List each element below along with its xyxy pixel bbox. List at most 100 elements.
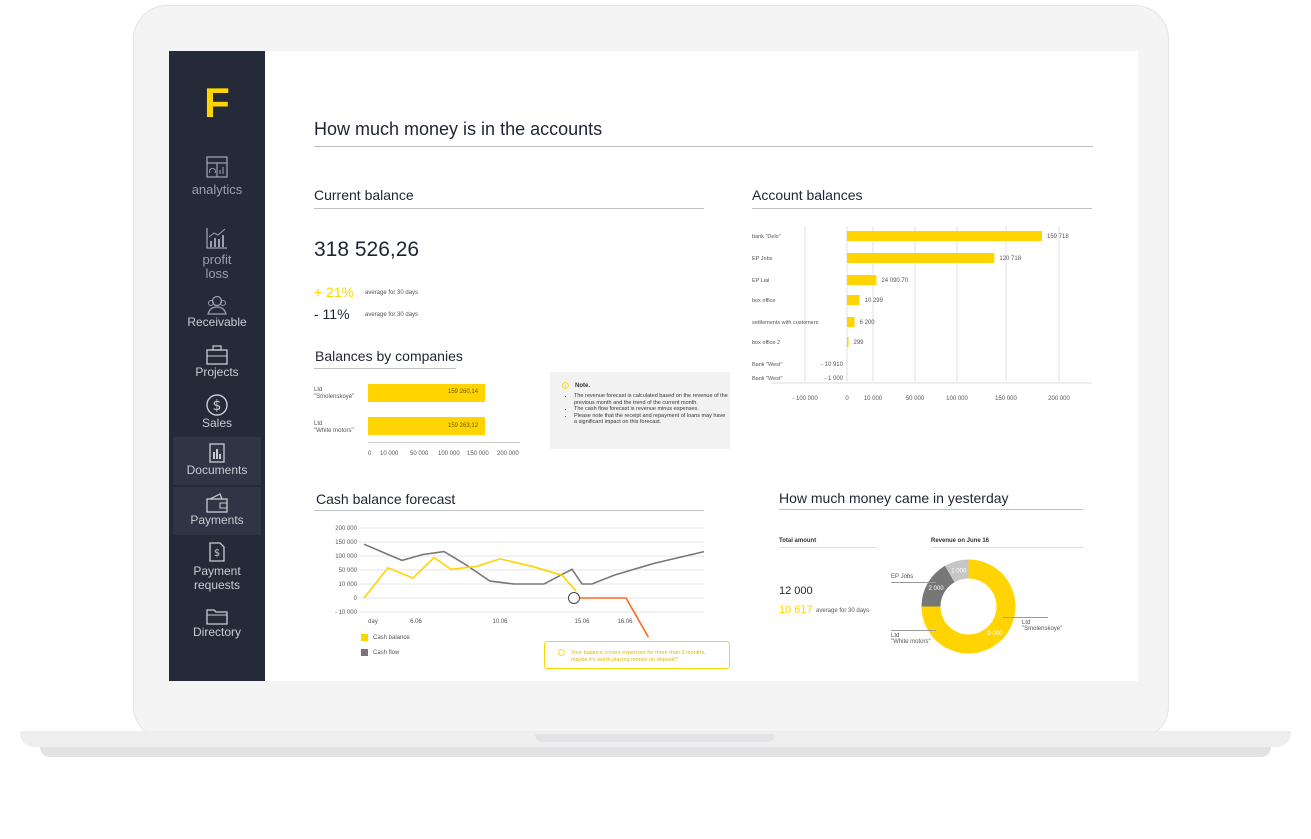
current-balance-value: 318 526,26 bbox=[314, 238, 420, 261]
folder-icon bbox=[206, 609, 228, 625]
deposit-hint[interactable]: Your balance covers expenses for more th… bbox=[544, 641, 730, 669]
donut-label-smolenskoye: Ltd "Smolenskoye" bbox=[1022, 620, 1063, 632]
axis-tick: 0 bbox=[368, 451, 372, 457]
axis-tick: 50 000 bbox=[410, 451, 429, 457]
laptop-notch bbox=[535, 734, 775, 742]
note-box: Note. The revenue forecast is calculated… bbox=[550, 372, 730, 449]
axis-tick: 150 000 bbox=[995, 396, 1017, 402]
current-balance-title: Current balance bbox=[314, 187, 414, 203]
leader-line bbox=[891, 630, 936, 631]
donut-label-white-motors: Ltd "White motors" bbox=[891, 633, 931, 645]
companies-title: Balances by companies bbox=[315, 348, 463, 364]
account-bar bbox=[847, 317, 855, 327]
dollar-icon: $ bbox=[206, 394, 228, 416]
sidebar-item-label: Directory bbox=[192, 625, 241, 639]
axis-tick: 200 000 bbox=[1048, 396, 1070, 402]
axis-tick: 10 000 bbox=[864, 396, 883, 402]
divider bbox=[779, 547, 877, 548]
y-tick: - 10 000 bbox=[335, 610, 358, 616]
sidebar-item-documents[interactable]: Documents bbox=[173, 437, 261, 485]
account-name: Bank "West" bbox=[752, 376, 782, 382]
sidebar-item-sales[interactable]: $ Sales bbox=[173, 394, 261, 430]
note-item: The cash flow forecast is revenue minus … bbox=[574, 406, 729, 413]
balance-up-percent: + 21% bbox=[314, 284, 355, 300]
x-tick: 15.06 bbox=[574, 619, 590, 625]
account-bar-value: 24 090.70 bbox=[881, 278, 908, 284]
account-name: box office bbox=[752, 298, 775, 304]
account-bar-value: - 10 910 bbox=[821, 362, 844, 368]
donut-slice-value: 2 000 bbox=[929, 586, 945, 592]
axis-tick: 150 000 bbox=[467, 451, 489, 457]
cash-balance-line bbox=[363, 556, 577, 599]
forecast-line bbox=[576, 597, 650, 637]
account-balances-title: Account balances bbox=[752, 187, 863, 203]
y-tick: 150 000 bbox=[335, 540, 357, 546]
account-balances-chart: - 100 000 0 10 000 50 000 100 000 150 000 200 … bbox=[752, 226, 1092, 402]
account-bar-value: 6 200 bbox=[860, 320, 876, 326]
account-bar-value: 299 bbox=[854, 340, 865, 346]
sidebar-item-directory[interactable]: Directory bbox=[173, 607, 261, 643]
company-label: Ltd "White motors" bbox=[314, 421, 354, 434]
axis-tick: 100 000 bbox=[438, 451, 460, 457]
y-tick: 100 000 bbox=[335, 554, 357, 560]
invoice-icon: $ bbox=[209, 542, 225, 562]
screen: F analytics profit loss Receivable Proje… bbox=[169, 51, 1138, 681]
x-tick: 16.06 bbox=[617, 619, 633, 625]
y-tick: 10 000 bbox=[339, 582, 358, 588]
donut-slice bbox=[921, 559, 1016, 654]
leader-line bbox=[1003, 617, 1048, 618]
x-tick: 6.06 bbox=[410, 619, 422, 625]
wallet-icon bbox=[206, 493, 228, 513]
revenue-donut-chart: 9 000 2 000 1 000 bbox=[921, 559, 1016, 654]
leader-line bbox=[891, 582, 936, 583]
company-bar[interactable] bbox=[368, 417, 485, 435]
sidebar-item-label: Payment requests bbox=[193, 564, 241, 592]
divider bbox=[931, 547, 1083, 548]
axis-tick: 100 000 bbox=[946, 396, 968, 402]
app-logo[interactable]: F bbox=[204, 79, 230, 126]
company-bar[interactable] bbox=[368, 384, 485, 402]
donut-slice-value: 1 000 bbox=[951, 568, 967, 574]
account-bar bbox=[847, 275, 877, 285]
account-name: EP Jobs bbox=[752, 256, 773, 262]
info-icon bbox=[562, 382, 569, 389]
axis-tick: 200 000 bbox=[497, 451, 519, 457]
account-bar-value: 10 299 bbox=[865, 298, 884, 304]
divider bbox=[779, 509, 1083, 510]
laptop-base-shadow bbox=[40, 747, 1271, 757]
cash-forecast-chart: 200 000 150 000 100 000 50 000 10 000 0 - 10 0… bbox=[335, 526, 705, 637]
y-tick: 200 000 bbox=[335, 526, 357, 532]
legend-label: Cash balance bbox=[373, 635, 410, 641]
people-icon bbox=[207, 295, 227, 315]
balance-down-note: average for 30 days bbox=[365, 312, 419, 318]
account-bar bbox=[847, 295, 860, 305]
note-title: Note. bbox=[575, 383, 590, 389]
forecast-marker bbox=[568, 592, 580, 604]
sidebar-item-label: Projects bbox=[195, 365, 239, 379]
donut-slice bbox=[921, 565, 955, 607]
deposit-hint-text: Your balance covers expenses for more th… bbox=[571, 650, 706, 663]
total-amount-value: 12 000 bbox=[779, 585, 813, 597]
account-bar-value: - 1 000 bbox=[824, 376, 843, 382]
y-tick: 50 000 bbox=[339, 568, 358, 574]
donut-slice-value: 9 000 bbox=[988, 631, 1004, 637]
sidebar: F analytics profit loss Receivable Proje… bbox=[169, 51, 265, 681]
sidebar-item-receivable[interactable]: Receivable bbox=[173, 295, 261, 331]
sidebar-item-projects[interactable]: Projects bbox=[173, 345, 261, 381]
company-label: Ltd "Smolenskoye" bbox=[314, 387, 355, 400]
document-icon bbox=[209, 443, 225, 463]
legend-swatch-cash-balance bbox=[361, 634, 368, 641]
donut-label-ep-jobs: EP Jobs bbox=[891, 574, 914, 580]
divider bbox=[314, 368, 456, 369]
sidebar-item-label: Documents bbox=[186, 463, 248, 477]
info-icon bbox=[558, 649, 565, 656]
axis-tick: 50 000 bbox=[906, 396, 925, 402]
sidebar-item-analytics[interactable]: analytics bbox=[173, 156, 261, 201]
sidebar-item-payments[interactable]: Payments bbox=[173, 487, 261, 535]
revenue-label: Revenue on June 16 bbox=[931, 538, 990, 544]
sidebar-item-payment-requests[interactable]: $ Payment requests bbox=[173, 542, 261, 592]
company-bar-value: 159 263,12 bbox=[448, 423, 479, 429]
axis-tick: 0 bbox=[845, 396, 849, 402]
donut-slice bbox=[945, 559, 969, 583]
sidebar-item-profit-loss[interactable]: profit loss bbox=[173, 227, 261, 283]
